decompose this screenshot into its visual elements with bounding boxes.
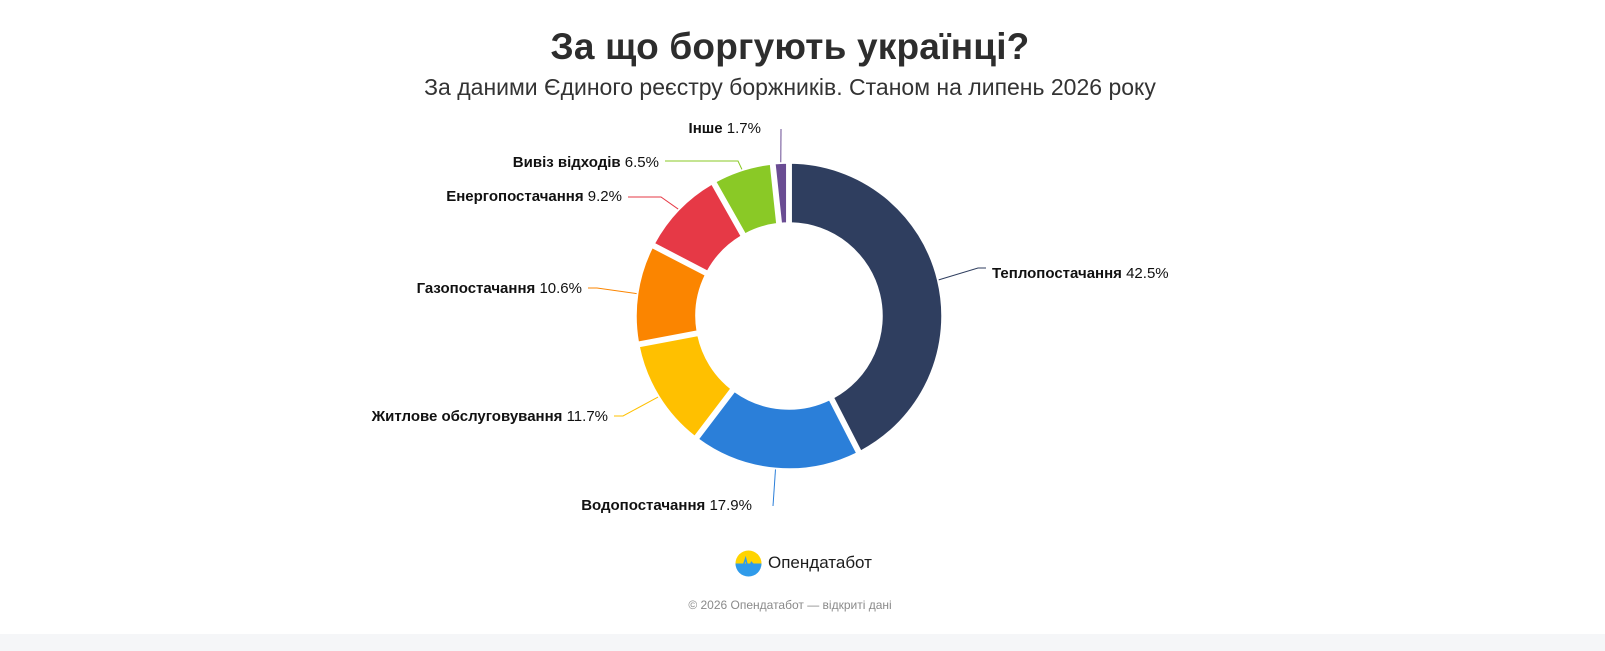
chart-title: За що боргують українці? <box>550 26 1030 67</box>
copyright: © 2026 Опендатабот — відкриті дані <box>688 598 892 612</box>
slice-name-1: Водопостачання <box>581 497 709 514</box>
opendatabot-logo-icon <box>735 549 762 577</box>
labels-layer: Теплопостачання 42.5% Водопостачання 17.9… <box>371 120 1169 514</box>
slice-name-0: Теплопостачання <box>992 265 1126 282</box>
slice-name-6: Інше <box>689 120 727 137</box>
slice-name-5: Вивіз відходів <box>513 154 625 171</box>
slice-2[interactable] <box>638 334 732 438</box>
slice-3[interactable] <box>635 246 707 343</box>
slice-6[interactable] <box>774 162 788 225</box>
brand-name: Опендатабот <box>768 553 872 572</box>
page: За що боргують українці? За даними Єдино… <box>370 26 1169 612</box>
slice-value-1: 17.9% <box>709 497 752 514</box>
slice-5[interactable] <box>714 163 778 235</box>
connector-3 <box>588 287 637 295</box>
slices-layer <box>635 162 943 470</box>
bottom-strip <box>0 634 1605 651</box>
slice-value-5: 6.5% <box>625 154 659 171</box>
brand: Опендатабот <box>735 548 872 578</box>
slice-label-6: Інше 1.7% <box>689 120 761 137</box>
slice-value-2: 11.7% <box>567 408 608 425</box>
slice-1[interactable] <box>697 390 858 470</box>
slice-value-4: 9.2% <box>588 188 622 205</box>
slice-value-0: 42.5% <box>1126 265 1169 282</box>
slice-name-2: Житлове обслуговування <box>371 408 567 425</box>
donut-chart: Теплопостачання 42.5% Водопостачання 17.9… <box>371 120 1169 514</box>
connector-4 <box>628 196 679 210</box>
slice-value-6: 1.7% <box>727 120 761 137</box>
slice-label-5: Вивіз відходів 6.5% <box>513 154 659 171</box>
connectors-layer <box>588 128 986 507</box>
slice-label-1: Водопостачання 17.9% <box>581 497 752 514</box>
slice-4[interactable] <box>653 183 743 272</box>
slice-value-3: 10.6% <box>539 280 582 297</box>
slice-0[interactable] <box>790 162 943 452</box>
connector-1 <box>772 469 776 507</box>
slice-label-2: Житлове обслуговування 11.7% <box>371 408 608 425</box>
chart-subtitle: За даними Єдиного реєстру боржників. Ста… <box>424 74 1156 100</box>
slice-label-0: Теплопостачання 42.5% <box>992 265 1169 282</box>
slice-label-3: Газопостачання 10.6% <box>417 280 582 297</box>
slice-label-4: Енергопостачання 9.2% <box>446 188 622 205</box>
slice-name-3: Газопостачання <box>417 280 540 297</box>
connector-5 <box>665 160 743 170</box>
connector-0 <box>938 267 986 281</box>
slice-name-4: Енергопостачання <box>446 188 588 205</box>
connector-2 <box>614 396 659 417</box>
